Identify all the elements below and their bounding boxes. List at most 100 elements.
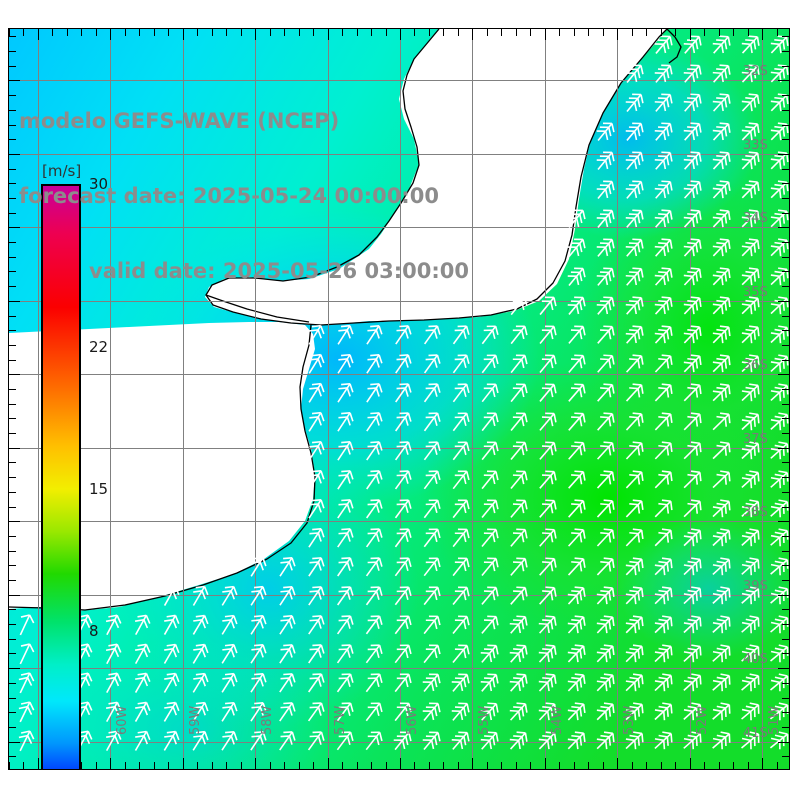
x-axis-tick-top: [153, 29, 155, 36]
x-axis-tick: [197, 762, 199, 769]
y-axis-tick: [9, 668, 20, 670]
x-axis-tick: [588, 762, 590, 769]
x-axis-tick-top: [313, 29, 315, 36]
y-axis-tick-right: [782, 109, 789, 111]
x-axis-tick: [617, 758, 619, 769]
y-axis-tick-right: [782, 51, 789, 53]
y-axis-tick-right: [782, 418, 789, 420]
y-axis-tick: [9, 535, 16, 537]
x-axis-tick: [486, 762, 488, 769]
x-axis-tick: [559, 762, 561, 769]
y-axis-tick: [9, 315, 16, 317]
y-axis-tick-right: [778, 668, 789, 670]
x-axis-tick: [255, 758, 257, 769]
colorbar-tick-label: 22: [89, 337, 109, 356]
y-axis-tick: [9, 579, 16, 581]
x-axis-tick: [428, 762, 430, 769]
x-axis-tick-top: [573, 29, 575, 36]
x-axis-tick: [313, 762, 315, 769]
x-axis-tick: [342, 762, 344, 769]
y-axis-tick: [9, 227, 20, 229]
x-axis-tick-top: [298, 29, 300, 36]
y-axis-tick-right: [782, 124, 789, 126]
x-axis-tick: [747, 762, 749, 769]
x-axis-tick-top: [81, 29, 83, 36]
x-axis-tick: [515, 762, 517, 769]
y-axis-tick-right: [782, 242, 789, 244]
y-axis-tick-right: [782, 95, 789, 97]
y-axis-tick: [9, 197, 16, 199]
latitude-label: 40S: [743, 652, 768, 668]
x-axis-tick-top: [356, 29, 358, 36]
x-axis-tick: [182, 758, 184, 769]
x-axis-tick-top: [428, 29, 430, 36]
y-axis-tick: [9, 286, 16, 288]
y-axis-tick-right: [782, 183, 789, 185]
x-axis-tick: [9, 762, 10, 769]
x-axis-tick: [269, 762, 271, 769]
y-axis-tick-right: [778, 447, 789, 449]
y-axis-tick-right: [778, 300, 789, 302]
y-axis-tick-right: [778, 741, 789, 743]
x-axis-tick: [530, 762, 532, 769]
y-axis-tick-right: [782, 550, 789, 552]
longitude-label: 60W: [115, 705, 131, 735]
y-axis-tick-right: [778, 153, 789, 155]
longitude-label: 57W: [332, 705, 348, 735]
x-axis-tick: [240, 762, 242, 769]
x-axis-tick-top: [9, 29, 10, 36]
x-axis-tick-top: [733, 29, 735, 36]
x-axis-tick: [211, 762, 213, 769]
y-axis-tick: [9, 183, 16, 185]
latitude-label: 35S: [743, 284, 768, 300]
x-axis-tick-top: [124, 29, 126, 36]
x-axis-tick-top: [704, 29, 706, 36]
map-plot-area[interactable]: 61W60W59W58W57W56W55W54W53W52W51W 32S33S…: [8, 28, 790, 770]
x-axis-tick-top: [211, 29, 213, 36]
y-axis-tick: [9, 403, 16, 405]
x-axis-tick: [153, 762, 155, 769]
y-axis-tick-right: [782, 609, 789, 611]
x-axis-tick-top: [95, 29, 97, 36]
x-axis-tick: [776, 762, 778, 769]
y-axis-tick-right: [778, 594, 789, 596]
latitude-label: 38S: [743, 505, 768, 521]
x-axis-tick-top: [385, 29, 387, 36]
y-axis-tick: [9, 550, 16, 552]
latitude-label: 39S: [743, 578, 768, 594]
x-axis-tick: [631, 762, 633, 769]
longitude-label: 54W: [549, 705, 565, 735]
y-axis-tick: [9, 521, 20, 523]
y-axis-tick-right: [782, 712, 789, 714]
y-axis-tick: [9, 756, 16, 758]
longitude-label: 55W: [477, 705, 493, 735]
x-axis-tick-top: [110, 29, 112, 40]
y-axis-tick-right: [782, 653, 789, 655]
colorbar-tick-label: 15: [89, 480, 109, 498]
y-axis-tick: [9, 609, 16, 611]
y-axis-tick-right: [782, 36, 789, 38]
x-axis-tick: [472, 758, 474, 769]
x-axis-tick: [602, 762, 604, 769]
y-axis-tick: [9, 271, 16, 273]
x-axis-tick-top: [776, 29, 778, 36]
y-axis-tick: [9, 462, 16, 464]
colorbar-unit-label: [m/s]: [42, 162, 82, 180]
x-axis-tick-top: [602, 29, 604, 36]
x-axis-tick-top: [501, 29, 503, 36]
y-axis-tick-right: [782, 271, 789, 273]
x-axis-tick: [110, 758, 112, 769]
x-axis-tick: [443, 762, 445, 769]
x-axis-tick-top: [342, 29, 344, 36]
y-axis-tick-right: [782, 462, 789, 464]
y-axis-tick-right: [782, 388, 789, 390]
x-axis-tick-top: [197, 29, 199, 36]
y-axis-tick: [9, 624, 16, 626]
y-axis-tick: [9, 256, 16, 258]
x-axis-tick-top: [486, 29, 488, 36]
x-axis-tick: [414, 762, 416, 769]
x-axis-tick-top: [240, 29, 242, 36]
y-axis-tick: [9, 447, 20, 449]
x-axis-tick-top: [631, 29, 633, 36]
y-axis-tick-right: [782, 535, 789, 537]
